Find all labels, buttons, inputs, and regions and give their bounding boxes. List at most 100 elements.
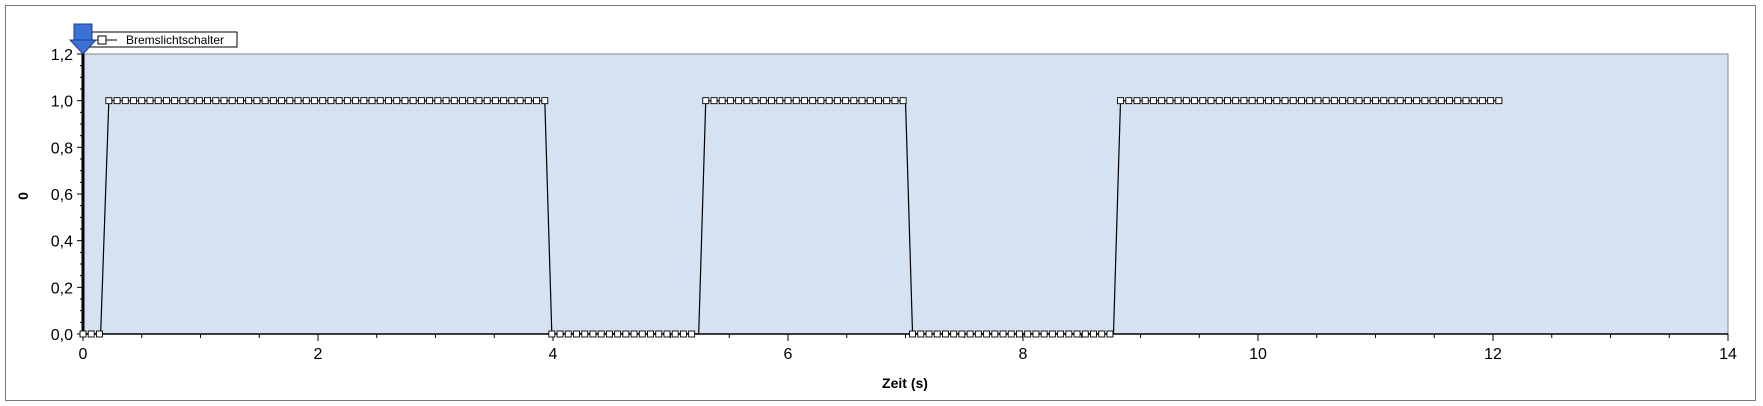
series-marker (1016, 330, 1023, 338)
series-marker (1437, 97, 1445, 105)
series-marker (759, 97, 767, 105)
x-tick-label: 10 (1249, 346, 1267, 363)
x-tick-label: 6 (784, 346, 793, 363)
series-marker (556, 330, 564, 338)
series-marker (1125, 97, 1133, 105)
series-marker (768, 97, 775, 105)
series-marker (130, 97, 137, 105)
series-marker (589, 330, 597, 338)
series-marker (79, 330, 87, 338)
series-marker (942, 330, 949, 338)
series-marker (1495, 97, 1503, 105)
series-marker (1199, 97, 1207, 105)
series-marker (236, 97, 244, 105)
series-marker (146, 97, 154, 105)
series-marker (1166, 97, 1174, 105)
series-marker (735, 97, 743, 105)
x-tick-label: 2 (314, 346, 323, 363)
series-marker (442, 97, 450, 105)
series-marker (825, 97, 833, 105)
series-marker (1281, 97, 1289, 105)
series-marker (564, 330, 572, 338)
series-marker (710, 97, 718, 105)
series-marker (883, 97, 891, 105)
series-marker (343, 97, 351, 105)
series-marker (286, 97, 294, 105)
series-marker (1007, 330, 1015, 338)
series-marker (966, 330, 974, 338)
series-marker (212, 97, 220, 105)
series-marker (597, 330, 605, 338)
series-marker (891, 97, 899, 105)
chart-frame (5, 5, 1756, 401)
series-marker (933, 330, 941, 338)
series-marker (991, 330, 999, 338)
series-marker (630, 330, 638, 338)
legend: Bremslichtschalter (88, 31, 238, 48)
series-marker (434, 97, 442, 105)
x-axis-title: Zeit (s) (882, 375, 928, 391)
series-marker (1040, 330, 1048, 338)
series-marker (1421, 97, 1429, 105)
series-marker (548, 330, 556, 338)
series-marker (1470, 97, 1478, 105)
y-tick-label: 0,6 (51, 187, 73, 204)
series-marker (204, 97, 212, 105)
series-marker (817, 97, 825, 105)
series-marker (1265, 97, 1273, 105)
series-marker (1073, 330, 1081, 338)
series-marker (311, 97, 318, 105)
series-marker (784, 97, 792, 105)
series-marker (1256, 97, 1264, 105)
series-marker (162, 97, 170, 105)
series-marker (508, 97, 516, 105)
series-marker (1487, 97, 1495, 105)
series-marker (1413, 97, 1421, 105)
series-marker (261, 97, 269, 105)
series-marker (491, 97, 499, 105)
series-marker (195, 97, 203, 105)
series-marker (1158, 97, 1166, 105)
series-marker (866, 97, 874, 105)
series-marker (376, 97, 384, 105)
series-marker (327, 97, 335, 105)
series-marker (1149, 97, 1157, 105)
series-marker (171, 97, 179, 105)
series-marker (974, 330, 982, 338)
series-marker (1322, 97, 1330, 105)
series-marker (1339, 97, 1347, 105)
y-tick-label: 0,4 (51, 234, 73, 251)
series-marker (393, 97, 401, 105)
series-marker (925, 330, 933, 338)
y-axis-ticks: 0,0 0,2 0,4 0,6 0,8 1,0 1,2 (51, 47, 83, 344)
x-tick-label: 0 (79, 346, 88, 363)
series-marker (647, 330, 654, 338)
series-marker (605, 330, 613, 338)
series-marker (1330, 97, 1338, 105)
series-marker (459, 97, 466, 105)
y-tick-label: 1,2 (51, 47, 73, 64)
series-marker (105, 97, 113, 105)
cursor-marker-icon[interactable] (68, 23, 98, 55)
series-marker (1462, 97, 1470, 105)
series-marker (179, 97, 187, 105)
plot-background (82, 53, 1729, 335)
series-marker (776, 97, 784, 105)
series-marker (352, 97, 360, 105)
series-marker (87, 330, 95, 338)
series-marker (1106, 330, 1114, 338)
series-marker (850, 97, 858, 105)
series-marker (516, 97, 524, 105)
series-marker (1446, 97, 1453, 105)
series-marker (1057, 330, 1065, 338)
series-marker (335, 97, 343, 105)
series-marker (467, 97, 475, 105)
series-marker (187, 97, 195, 105)
series-marker (702, 97, 710, 105)
series-marker (1363, 97, 1371, 105)
series-marker (1289, 97, 1297, 105)
series-marker (1380, 97, 1388, 105)
legend-label[interactable]: Bremslichtschalter (126, 33, 224, 47)
series-marker (1314, 97, 1322, 105)
